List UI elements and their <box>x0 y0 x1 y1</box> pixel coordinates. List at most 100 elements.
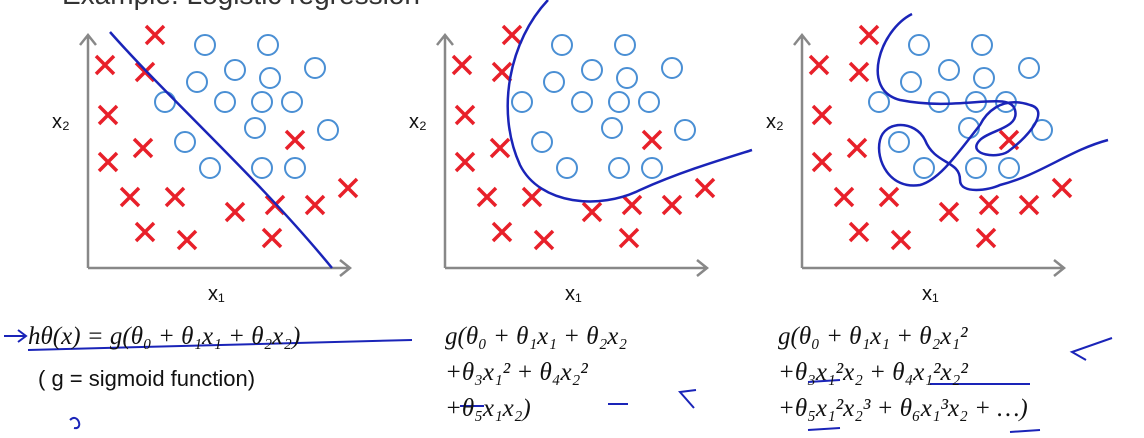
cross <box>878 186 900 208</box>
arrow <box>4 329 28 343</box>
underline <box>27 339 413 351</box>
circle <box>199 157 221 179</box>
formula-line: +θ₅x₁²x₂³ + θ₆x₁³x₂ + …) <box>778 395 1028 422</box>
slide-title: Example: Logistic regression <box>62 0 420 10</box>
circle <box>259 67 281 89</box>
circle <box>551 34 573 56</box>
formula-line: +θ₃x₁² + θ₄x₂² <box>445 359 588 386</box>
cross <box>451 54 473 76</box>
cross <box>846 137 868 159</box>
circle <box>958 117 980 139</box>
circle <box>965 157 987 179</box>
circle <box>608 157 630 179</box>
cross <box>132 137 154 159</box>
cross <box>694 177 716 199</box>
cross <box>641 129 663 151</box>
circle <box>154 91 176 113</box>
circle <box>674 119 696 141</box>
formula-note: ( g = sigmoid function) <box>38 366 255 391</box>
formula-line: g(θ₀ + θ₁x₁ + θ₂x₁² <box>778 323 968 350</box>
cross <box>97 104 119 126</box>
cross <box>1018 194 1040 216</box>
cross <box>811 151 833 173</box>
circle <box>608 91 630 113</box>
cross <box>521 186 543 208</box>
axes <box>79 32 353 277</box>
cross <box>975 227 997 249</box>
circle <box>900 71 922 93</box>
cross <box>97 151 119 173</box>
cross <box>134 221 156 243</box>
circle <box>244 117 266 139</box>
circle <box>973 67 995 89</box>
circle <box>614 34 636 56</box>
circle <box>224 59 246 81</box>
cross <box>890 229 912 251</box>
cross <box>476 186 498 208</box>
circle <box>511 91 533 113</box>
y-axis-label: x₂ <box>409 111 427 133</box>
circle <box>281 91 303 113</box>
circle <box>928 91 950 113</box>
cross <box>164 186 186 208</box>
formula-line: +θ₃x₁²x₂ + θ₄x₁²x₂² <box>778 359 968 386</box>
circle <box>317 119 339 141</box>
cross <box>848 221 870 243</box>
arrow <box>1069 337 1113 361</box>
underline <box>460 379 1041 433</box>
cross <box>661 194 683 216</box>
cross <box>489 137 511 159</box>
cross <box>454 104 476 126</box>
circle <box>257 34 279 56</box>
cross <box>176 229 198 251</box>
circle <box>616 67 638 89</box>
plots: x₂ x₁ x₂ x₁ x₂ x₁ <box>52 24 1073 305</box>
cross <box>978 194 1000 216</box>
cross <box>337 177 359 199</box>
circle <box>174 131 196 153</box>
circle <box>638 91 660 113</box>
circle <box>888 131 910 153</box>
formula-line: g(θ₀ + θ₁x₁ + θ₂x₂ <box>445 323 627 350</box>
cross <box>144 24 166 46</box>
cross <box>304 194 326 216</box>
circle <box>971 34 993 56</box>
axes <box>436 32 710 277</box>
decision-boundary <box>506 0 753 203</box>
circle <box>194 34 216 56</box>
cross <box>808 54 830 76</box>
cross <box>938 201 960 223</box>
cross <box>533 229 555 251</box>
y-axis-label: x₂ <box>766 111 784 133</box>
cross <box>621 194 643 216</box>
cross <box>94 54 116 76</box>
decision-boundary <box>109 31 333 269</box>
circle <box>908 34 930 56</box>
cross <box>833 186 855 208</box>
arrow <box>678 389 697 409</box>
cross <box>224 201 246 223</box>
decision-boundary <box>876 12 1109 192</box>
axes <box>793 32 1067 277</box>
circle <box>531 131 553 153</box>
cross <box>811 104 833 126</box>
cross <box>618 227 640 249</box>
circle <box>938 59 960 81</box>
cross <box>261 227 283 249</box>
circle <box>543 71 565 93</box>
circle <box>998 157 1020 179</box>
circle <box>601 117 623 139</box>
cross <box>134 61 156 83</box>
circle <box>661 57 683 79</box>
formula-line: +θ₅x₁x₂) <box>445 395 531 422</box>
scribble <box>69 417 81 430</box>
x-axis-label: x₁ <box>565 283 582 305</box>
circle <box>581 59 603 81</box>
circle <box>214 91 236 113</box>
circle <box>913 157 935 179</box>
cross <box>581 201 603 223</box>
cross <box>119 186 141 208</box>
circle <box>868 91 890 113</box>
circle <box>641 157 663 179</box>
cross <box>858 24 880 46</box>
